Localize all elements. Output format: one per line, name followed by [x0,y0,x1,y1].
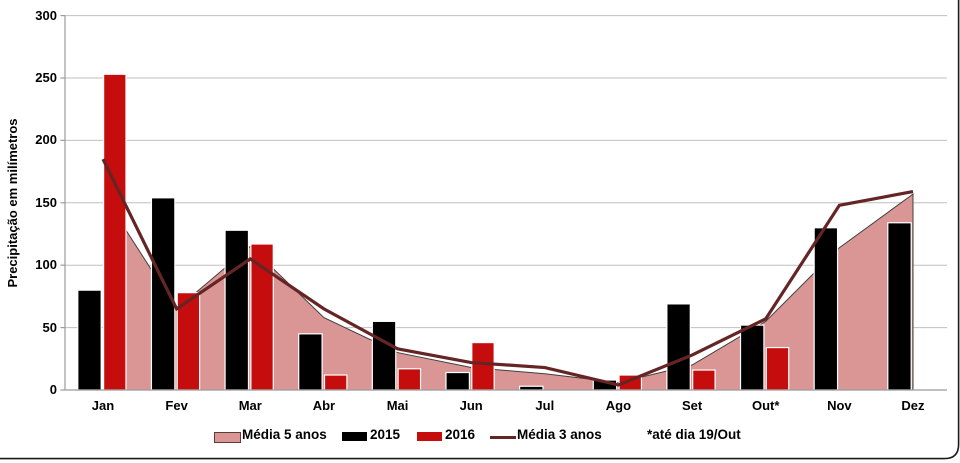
bar-2015-Nov [813,227,839,391]
legend-swatch-2016 [417,432,442,441]
plot-series [77,73,914,391]
x-label-Nov: Nov [827,398,852,413]
legend-label-média-3-anos: Média 3 anos [517,427,602,442]
bar-2015-Set [666,303,691,391]
legend-label-2016: 2016 [445,427,476,442]
x-label-Ago: Ago [605,398,632,413]
y-tick-label-200: 200 [35,132,57,148]
y-tick-label-150: 150 [35,194,57,210]
bar-2015-Out* [739,324,765,391]
legend-swatch-2015 [342,432,367,441]
y-tick-label-50: 50 [42,319,57,335]
x-label-Dez: Dez [901,398,925,413]
bar-2016-Jan [102,73,127,391]
bar-2015-Dez [887,222,912,391]
legend-label-2015: 2015 [370,427,401,442]
x-label-Mai: Mai [386,398,409,413]
y-tick-label-300: 300 [35,7,57,23]
x-label-Abr: Abr [312,398,336,413]
bar-2015-Fev [150,197,176,391]
bar-2016-Out* [765,346,790,391]
x-label-Mar: Mar [238,398,262,413]
y-tick-label-250: 250 [35,70,57,85]
bar-2016-Abr [323,374,348,391]
bar-2016-Jun [471,341,495,391]
legend-footnote: *até dia 19/Out [647,427,741,442]
x-label-Jan: Jan [91,398,115,413]
x-label-Fev: Fev [165,398,188,413]
line-series-media-3-anos [101,158,914,387]
bar-2015-Jan [77,289,102,391]
y-tick-label-0: 0 [49,382,57,397]
legend-swatch-média-5-anos [214,432,241,443]
bar-2016-Set [692,369,716,391]
bar-2016-Mai [397,368,422,391]
y-tick-label-100: 100 [35,257,57,273]
legend-swatch-média-3-anos [490,435,516,439]
bar-2015-Abr [298,333,323,391]
x-label-Set: Set [681,398,703,413]
axes [60,15,947,391]
bar-2015-Mai [371,320,397,391]
bar-2015-Jun [445,371,470,391]
x-label-Jun: Jun [459,398,483,413]
x-label-Jul: Jul [535,398,555,413]
y-axis-title: Precipitação em milímetros [5,118,20,287]
legend-label-média-5-anos: Média 5 anos [242,427,327,442]
bar-2015-Mar [224,229,250,391]
x-label-Out*: Out* [751,398,780,413]
